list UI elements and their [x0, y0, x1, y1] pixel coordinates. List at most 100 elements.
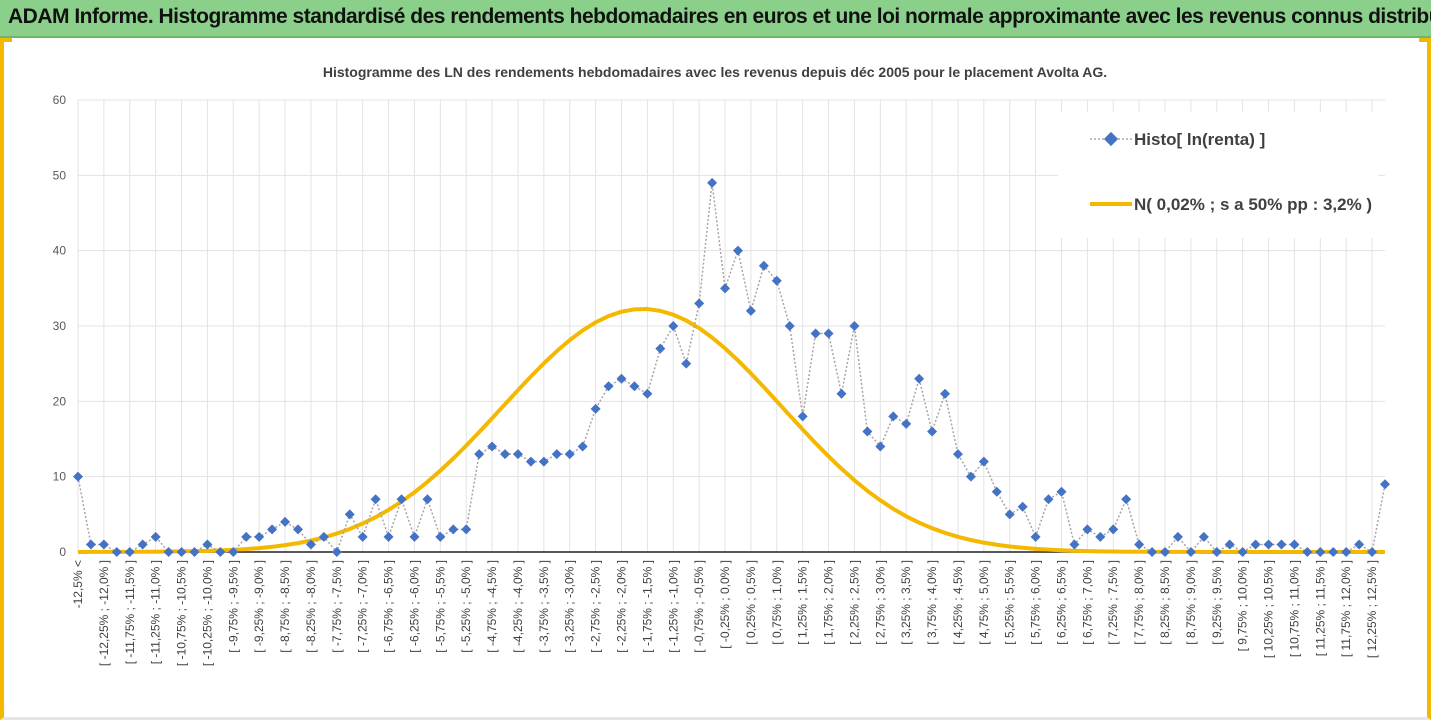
histo-point [461, 524, 472, 535]
y-tick-label: 30 [53, 319, 67, 333]
histo-point [927, 426, 938, 437]
chart-frame [0, 38, 1431, 720]
x-tick-label: [ 10,25% ; 10,5% ] [1262, 560, 1276, 658]
x-tick-label: [ -6,75% ; -6,5% ] [382, 560, 396, 653]
histo-point [1185, 547, 1196, 557]
histo-point [280, 516, 291, 527]
histo-point [1263, 539, 1274, 550]
histo-point [1082, 524, 1093, 535]
x-tick-label: [ -0,75% ; -0,5% ] [692, 560, 706, 653]
x-tick-label: [ -0,25% ; 0,0% ] [718, 560, 732, 649]
x-tick-label: [ 1,75% ; 2,0% ] [822, 560, 836, 645]
x-tick-label: [ 6,75% ; 7,0% ] [1080, 560, 1094, 645]
histo-point [810, 328, 821, 339]
x-tick-label: [ 10,75% ; 11,0% ] [1287, 560, 1301, 657]
histo-point [875, 441, 886, 452]
histo-point [862, 426, 873, 437]
histo-point [305, 539, 316, 550]
histo-point [1302, 547, 1313, 557]
histo-point [137, 539, 148, 550]
histo-point [758, 260, 769, 271]
x-tick-label: [ -6,25% ; -6,0% ] [407, 560, 421, 653]
y-tick-label: 50 [53, 168, 67, 182]
x-tick-label: [ 7,25% ; 7,5% ] [1106, 560, 1120, 645]
x-tick-label: [ 11,75% ; 12,0% ] [1339, 560, 1353, 657]
y-tick-label: 10 [53, 470, 67, 484]
histo-point [991, 486, 1002, 497]
x-tick-label: [ 0,75% ; 1,0% ] [770, 560, 784, 645]
histo-point [965, 471, 976, 482]
histo-point [577, 441, 588, 452]
x-tick-label: [ -10,75% ; -10,5% ] [175, 560, 189, 666]
frame-corner-right [1419, 38, 1431, 42]
x-tick-label: [ -2,75% ; -2,5% ] [589, 560, 603, 653]
histo-point [603, 381, 614, 392]
frame-corner-left [0, 38, 12, 42]
x-tick-label: [ -4,75% ; -4,5% ] [485, 560, 499, 653]
histo-point [1276, 539, 1287, 550]
histo-point [720, 283, 731, 294]
x-tick-label: [ -3,25% ; -3,0% ] [563, 560, 577, 653]
histo-point [1224, 539, 1235, 550]
histo-point [1147, 547, 1158, 557]
histo-point [202, 539, 213, 550]
histo-point [422, 494, 433, 505]
histo-point [254, 531, 265, 542]
histo-point [357, 531, 368, 542]
histo-point [344, 509, 355, 520]
x-tick-label: [ -12,25% ; -12,0% ] [97, 560, 111, 666]
histo-point [888, 411, 899, 422]
series-normal [77, 307, 1385, 554]
histo-point [215, 547, 226, 557]
x-tick-label: [ 9,25% ; 9,5% ] [1210, 560, 1224, 645]
histo-point [150, 531, 161, 542]
histo-point [1328, 547, 1339, 557]
histo-point [771, 275, 782, 286]
histo-point [292, 524, 303, 535]
histo-point [1380, 479, 1390, 490]
y-tick-label: 0 [59, 545, 66, 559]
chart-title: Histogramme des LN des rendements hebdom… [323, 64, 1107, 80]
histo-point [176, 547, 187, 557]
histo-point [383, 531, 394, 542]
histo-point [396, 494, 407, 505]
histo-point [474, 449, 485, 460]
x-tick-label: [ 2,75% ; 3,0% ] [873, 560, 887, 645]
x-tick-label: [ 7,75% ; 8,0% ] [1132, 560, 1146, 645]
legend-histo-label: Histo[ ln(renta) ] [1134, 130, 1265, 149]
histo-point [1289, 539, 1300, 550]
histo-point [1017, 501, 1028, 512]
histo-point [745, 305, 756, 316]
histo-point [318, 531, 329, 542]
histo-point [823, 328, 834, 339]
histo-point [370, 494, 381, 505]
header-title: ADAM Informe. Histogramme standardisé de… [8, 5, 1431, 28]
histo-point [111, 547, 122, 557]
x-tick-label: [ 3,75% ; 4,0% ] [925, 560, 939, 645]
x-tick-label: [ -5,25% ; -5,0% ] [459, 560, 473, 653]
histo-point [538, 456, 549, 467]
legend-normal-label: N( 0,02% ; s a 50% pp : 3,2% ) [1134, 195, 1372, 214]
histo-point [1341, 547, 1352, 557]
histo-point [952, 449, 963, 460]
histo-point [241, 531, 252, 542]
histo-point [98, 539, 109, 550]
histo-point [914, 373, 925, 384]
x-tick-label: [ -9,75% ; -9,5% ] [226, 560, 240, 653]
x-tick-label: [ -9,25% ; -9,0% ] [252, 560, 266, 653]
histo-point [1095, 531, 1106, 542]
x-tick-label: [ -10,25% ; -10,0% ] [200, 560, 214, 666]
x-tick-label: [ 8,75% ; 9,0% ] [1184, 560, 1198, 645]
x-tick-label: [ 0,25% ; 0,5% ] [744, 560, 758, 645]
histo-point [228, 547, 239, 557]
header-bar: ADAM Informe. Histogramme standardisé de… [0, 0, 1431, 38]
histo-point [512, 449, 523, 460]
histo-point [901, 418, 912, 429]
x-axis-ticks: -12,5% < [ -12,25% ; -12,0% ] [ -11,75% ; … [71, 560, 1379, 666]
histo-point [1121, 494, 1132, 505]
histo-point [616, 373, 627, 384]
histo-point [1030, 531, 1041, 542]
histo-point [551, 449, 562, 460]
histo-point [694, 298, 705, 309]
histo-point [1315, 547, 1326, 557]
